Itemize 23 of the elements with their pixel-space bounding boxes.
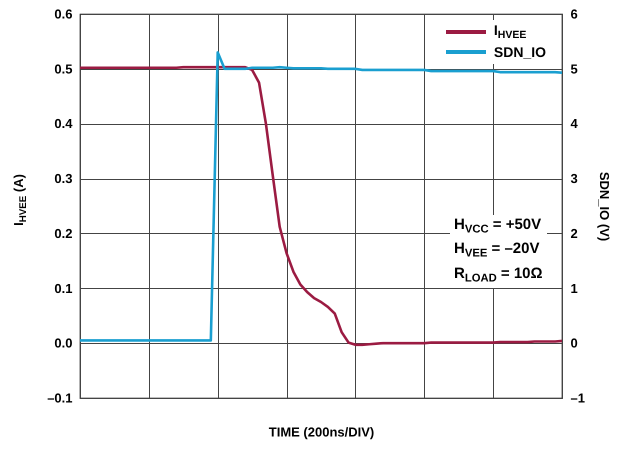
y2-tick-label: 4: [570, 116, 578, 132]
legend-label: I$_{HVEE}$: [494, 22, 526, 42]
y2-tick-label: 6: [570, 6, 578, 22]
y2-tick-label: 5: [570, 61, 578, 76]
y2-tick-label: –1: [570, 390, 585, 406]
y-tick-label: 0.6: [54, 6, 72, 22]
y-tick-label: 0.3: [54, 171, 72, 186]
y2-axis-title: SDN_IO (V): [596, 172, 612, 242]
y-tick-label: 0.2: [54, 226, 72, 241]
x-axis-title: TIME (200ns/DIV): [268, 424, 374, 440]
y-tick-label: 0.4: [54, 116, 74, 132]
y2-tick-label: 2: [570, 226, 578, 241]
annotation: H$_{VCC}$ = +50V: [454, 215, 542, 238]
y-tick-label: 0.1: [54, 280, 72, 296]
annotation: H$_{VEE}$ = –20V: [454, 239, 540, 262]
y-tick-label: –0.1: [47, 390, 72, 406]
legend-label: SDN_IO: [494, 44, 546, 60]
y2-tick-label: 3: [570, 171, 578, 186]
y-tick-label: 0.5: [54, 61, 72, 76]
y-tick-label: 0.0: [54, 336, 72, 351]
y2-tick-label: 0: [570, 336, 578, 351]
annotation: R$_{LOAD}$ = 10Ω: [454, 264, 543, 286]
y2-tick-label: 1: [570, 280, 578, 296]
